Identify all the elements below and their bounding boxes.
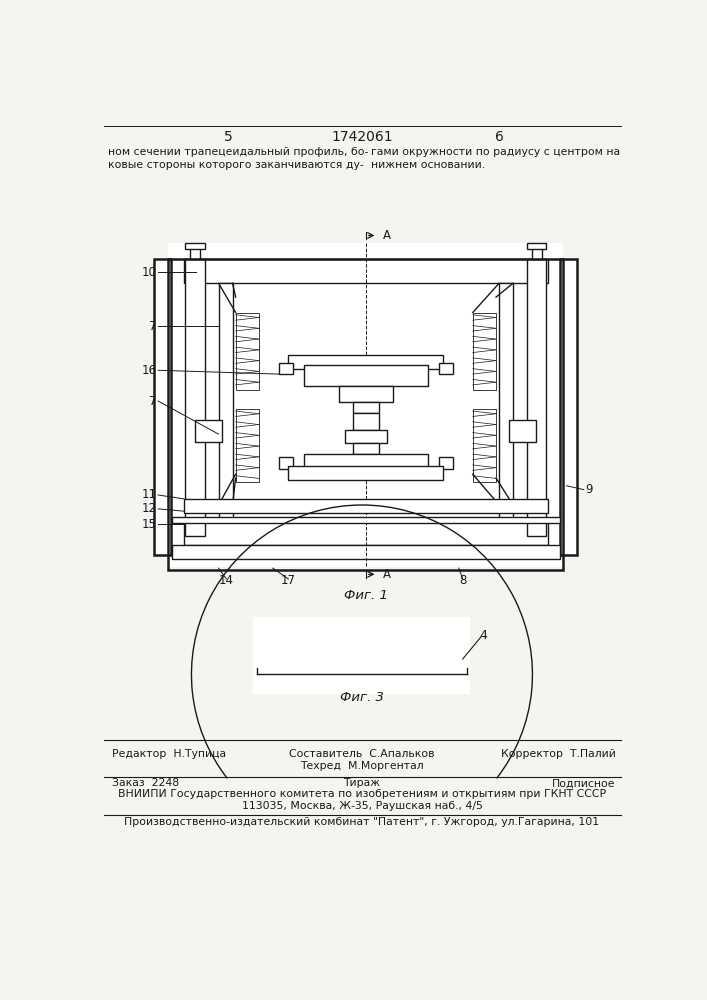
Text: 1742061: 1742061 [331, 130, 393, 144]
Text: Корректор  Т.Палий: Корректор Т.Палий [501, 749, 615, 759]
Text: Заказ  2248: Заказ 2248 [112, 778, 179, 788]
Bar [279, 457, 293, 469]
Text: 12: 12 [141, 502, 156, 515]
Bar [561, 259, 578, 555]
Bar [304, 365, 428, 386]
Text: 6: 6 [495, 130, 503, 144]
Bar [339, 386, 393, 402]
Text: Редактор  Н.Тупица: Редактор Н.Тупица [112, 749, 226, 759]
Bar [473, 409, 496, 482]
Bar [190, 247, 200, 259]
Text: Тираж: Тираж [344, 778, 380, 788]
Text: 15: 15 [141, 518, 156, 531]
Text: Фиг. 1: Фиг. 1 [344, 589, 387, 602]
Bar [353, 413, 379, 430]
Text: Составитель  С.Апальков
Техред  М.Моргентал: Составитель С.Апальков Техред М.Моргента… [289, 749, 435, 771]
Bar [172, 517, 559, 523]
Text: A: A [383, 229, 391, 242]
Bar [235, 409, 259, 482]
Bar [527, 243, 547, 249]
Text: Подписное: Подписное [552, 778, 615, 788]
Bar [168, 243, 563, 567]
Text: 7: 7 [149, 395, 156, 408]
Text: ном сечении трапецеидальный профиль, бо-
ковые стороны которого заканчиваются ду: ном сечении трапецеидальный профиль, бо-… [107, 147, 368, 170]
Bar [154, 259, 171, 555]
Text: 9: 9 [585, 483, 592, 496]
Bar [527, 259, 547, 536]
Bar [184, 499, 548, 513]
Text: 10: 10 [141, 266, 156, 279]
Bar [288, 466, 443, 480]
Bar [235, 312, 259, 389]
Bar [438, 363, 452, 374]
Bar [195, 420, 223, 442]
Bar [532, 247, 542, 259]
Bar [172, 545, 559, 559]
Text: 11: 11 [141, 488, 156, 501]
Bar [279, 363, 293, 374]
Text: 17: 17 [281, 574, 296, 587]
Text: 14: 14 [219, 574, 234, 587]
Bar [184, 520, 548, 545]
Text: Фиг. 3: Фиг. 3 [340, 691, 384, 704]
Bar [509, 420, 537, 442]
Text: 8: 8 [459, 574, 467, 587]
Bar [288, 355, 443, 369]
Bar [253, 617, 470, 694]
Text: ВНИИПИ Государственного комитета по изобретениям и открытиям при ГКНТ СССР
11303: ВНИИПИ Государственного комитета по изоб… [118, 789, 606, 811]
Text: 7: 7 [149, 320, 156, 333]
Text: гами окружности по радиусу с центром на
нижнем основании.: гами окружности по радиусу с центром на … [371, 147, 620, 170]
Text: 16: 16 [141, 364, 156, 377]
Text: 4: 4 [479, 629, 488, 642]
Bar [438, 457, 452, 469]
Bar [473, 312, 496, 389]
Bar [185, 259, 204, 536]
Bar [353, 443, 379, 454]
Text: Производственно-издательский комбинат "Патент", г. Ужгород, ул.Гагарина, 101: Производственно-издательский комбинат "П… [124, 817, 600, 827]
Bar [184, 259, 548, 283]
Bar [345, 430, 387, 443]
Text: 5: 5 [223, 130, 233, 144]
Text: A: A [383, 568, 391, 581]
Bar [353, 402, 379, 413]
Bar [185, 243, 204, 249]
Bar [218, 283, 233, 520]
Bar [499, 283, 513, 520]
Bar [304, 454, 428, 476]
Bar [168, 259, 563, 570]
